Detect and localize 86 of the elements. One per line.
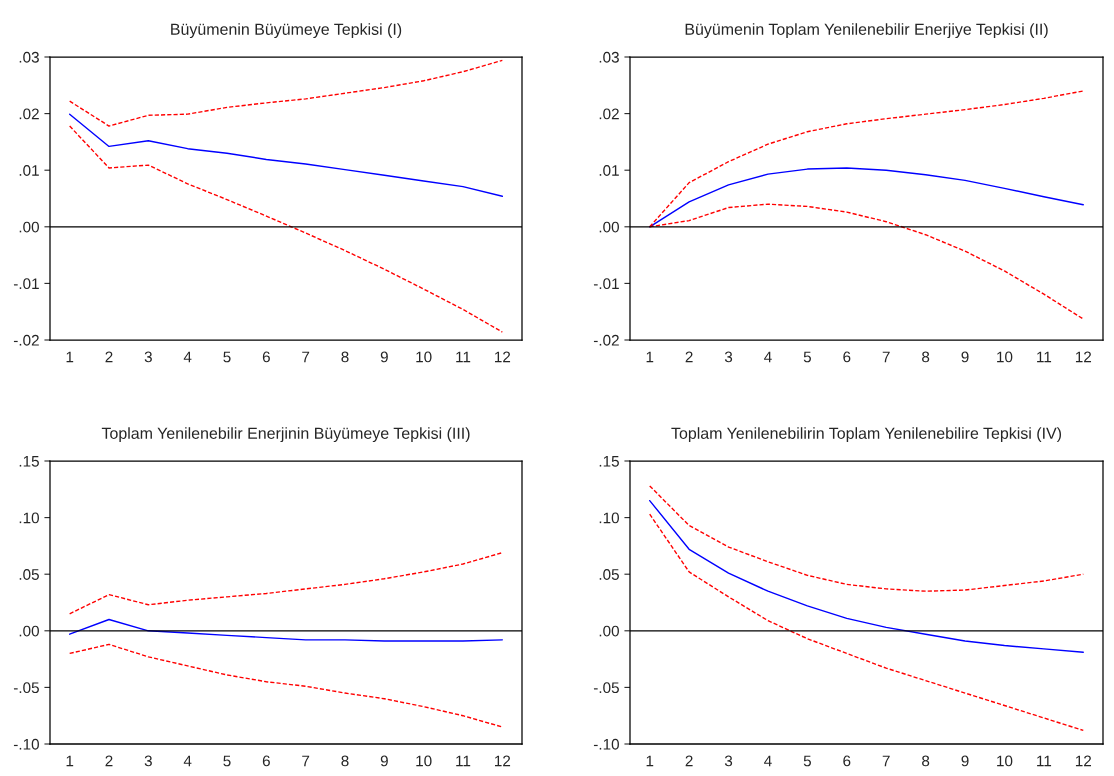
y-tick-label: -.01: [13, 278, 39, 290]
x-tick-label: 1: [646, 351, 654, 363]
x-tick-label: 10: [997, 351, 1013, 363]
y-tick-label: .15: [599, 456, 619, 467]
line-series: [649, 167, 1084, 228]
x-tick-label: 4: [764, 351, 772, 363]
x-tick-label: 11: [1037, 755, 1052, 767]
x-tick-label: 4: [183, 351, 192, 363]
x-tick-label: 8: [922, 351, 930, 363]
x-tick-label: 5: [803, 755, 811, 767]
x-tick-label: 7: [882, 351, 890, 363]
line-series: [649, 485, 1084, 592]
x-tick-label: 12: [495, 351, 511, 363]
y-tick-label: -.05: [593, 682, 619, 694]
y-tick-label: -.10: [13, 738, 39, 750]
x-tick-label: 3: [144, 351, 152, 363]
x-tick-label: 7: [882, 755, 890, 767]
x-tick-label: 5: [223, 755, 231, 767]
x-tick-label: 11: [456, 351, 471, 363]
x-tick-label: 5: [223, 351, 231, 363]
chart-title: Toplam Yenilenebilirin Toplam Yenilenebilire Tepkisi (IV): [671, 427, 1062, 443]
y-tick-label: .00: [19, 625, 39, 637]
x-tick-label: 2: [105, 755, 113, 767]
x-tick-label: 4: [183, 755, 192, 767]
x-tick-label: 11: [1037, 351, 1052, 363]
x-tick-label: 10: [416, 351, 432, 363]
x-tick-label: 10: [997, 755, 1013, 767]
y-tick-label: -.01: [593, 278, 619, 290]
x-tick-label: 6: [843, 755, 851, 767]
y-tick-label: .03: [19, 51, 39, 63]
y-tick-label: .00: [19, 221, 39, 233]
x-tick-label: 5: [803, 351, 811, 363]
x-tick-label: 4: [764, 755, 772, 767]
y-tick-label: -.05: [13, 682, 39, 694]
x-tick-label: 6: [843, 351, 851, 363]
y-tick-label: -.10: [593, 738, 619, 750]
line-series: [68, 59, 504, 127]
x-tick-label: 1: [66, 755, 74, 767]
x-tick-label: 8: [341, 351, 349, 363]
line-series: [68, 113, 504, 197]
x-tick-label: 1: [66, 351, 74, 363]
y-tick-label: -.02: [593, 334, 619, 346]
y-tick-label: .10: [19, 512, 39, 524]
x-tick-label: 9: [961, 351, 969, 363]
x-tick-label: 2: [685, 755, 693, 767]
y-tick-label: .01: [19, 165, 39, 176]
y-tick-label: .00: [599, 625, 619, 637]
x-tick-label: 12: [1075, 755, 1092, 767]
y-tick-label: .02: [599, 108, 619, 120]
chart-title: Toplam Yenilenebilir Enerjinin Büyümeye Tepkisi (III): [101, 427, 470, 443]
x-tick-label: 12: [1075, 351, 1092, 363]
x-tick-label: 7: [302, 351, 310, 363]
y-tick-label: .05: [19, 569, 39, 580]
x-tick-label: 3: [724, 755, 733, 767]
x-tick-label: 3: [144, 755, 152, 767]
x-tick-label: 7: [302, 755, 310, 767]
x-tick-label: 1: [646, 755, 654, 767]
y-tick-label: .15: [19, 456, 39, 467]
x-tick-label: 2: [685, 351, 693, 363]
line-series: [68, 125, 504, 333]
x-tick-label: 8: [341, 755, 349, 767]
line-series: [649, 499, 1084, 654]
y-tick-label: .05: [599, 569, 619, 580]
chart-title: Büyümenin Toplam Yenilenebilir Enerjiye Tepkisi (II): [685, 23, 1048, 39]
x-tick-label: 11: [456, 755, 471, 767]
x-tick-label: 2: [105, 351, 113, 363]
line-series: [68, 643, 504, 728]
x-tick-label: 6: [262, 755, 270, 767]
x-tick-label: 9: [380, 351, 388, 363]
x-tick-label: 6: [262, 351, 270, 363]
y-tick-label: .01: [599, 165, 619, 176]
x-tick-label: 9: [380, 755, 388, 767]
y-tick-label: .00: [599, 221, 619, 233]
x-tick-label: 10: [416, 755, 432, 767]
y-tick-label: -.02: [13, 334, 39, 346]
line-series: [68, 618, 504, 642]
x-tick-label: 9: [961, 755, 969, 767]
line-series: [649, 513, 1084, 732]
chart-title: Büyümenin Büyümeye Tepkisi (I): [171, 23, 402, 39]
y-tick-label: .02: [19, 108, 39, 120]
x-tick-label: 12: [495, 755, 511, 767]
x-tick-label: 3: [724, 351, 733, 363]
line-series: [68, 551, 504, 615]
x-tick-label: 8: [922, 755, 930, 767]
y-tick-label: .10: [599, 512, 619, 524]
y-tick-label: .03: [599, 51, 619, 63]
